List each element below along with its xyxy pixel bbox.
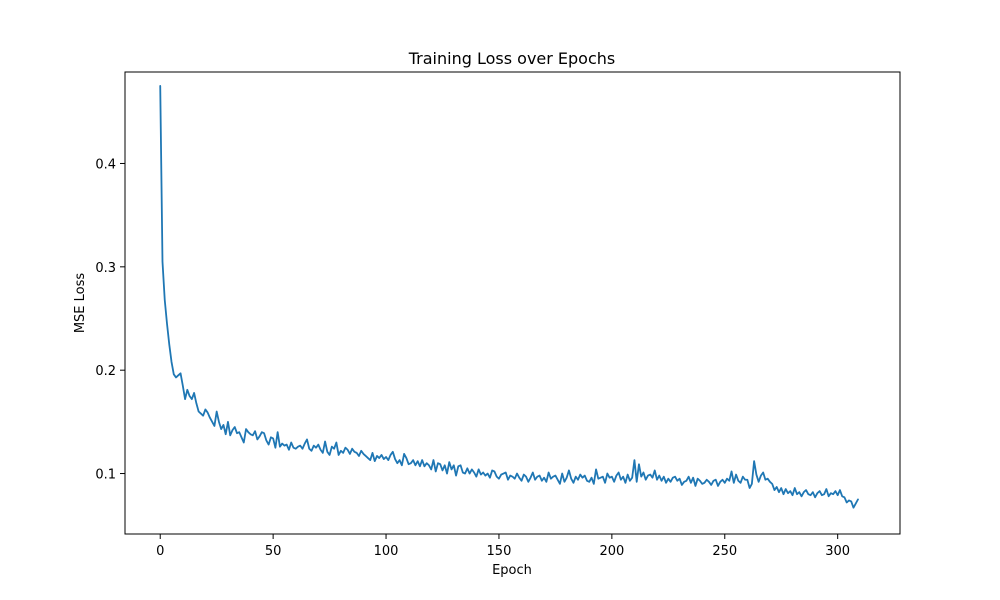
x-axis-label: Epoch: [492, 563, 532, 578]
x-tick-label: 100: [374, 544, 399, 559]
x-tick-label: 200: [599, 544, 624, 559]
x-tick-label: 50: [265, 544, 282, 559]
y-axis-label: MSE Loss: [73, 273, 88, 334]
x-tick-label: 250: [712, 544, 737, 559]
y-tick-label: 0.4: [95, 157, 116, 172]
x-tick-label: 150: [487, 544, 512, 559]
x-tick-label: 0: [156, 544, 164, 559]
y-tick-label: 0.2: [95, 364, 116, 379]
y-axis-ticks: 0.1 0.2 0.3 0.4: [95, 157, 125, 483]
plot-frame: [124, 71, 901, 535]
x-tick-label: 300: [825, 544, 850, 559]
y-tick-label: 0.3: [95, 261, 116, 276]
chart-title: Training Loss over Epochs: [408, 49, 616, 68]
x-axis-ticks: 0 50 100 150 200 250 300: [156, 534, 850, 559]
y-tick-label: 0.1: [95, 468, 116, 483]
series-line: [159, 85, 859, 509]
